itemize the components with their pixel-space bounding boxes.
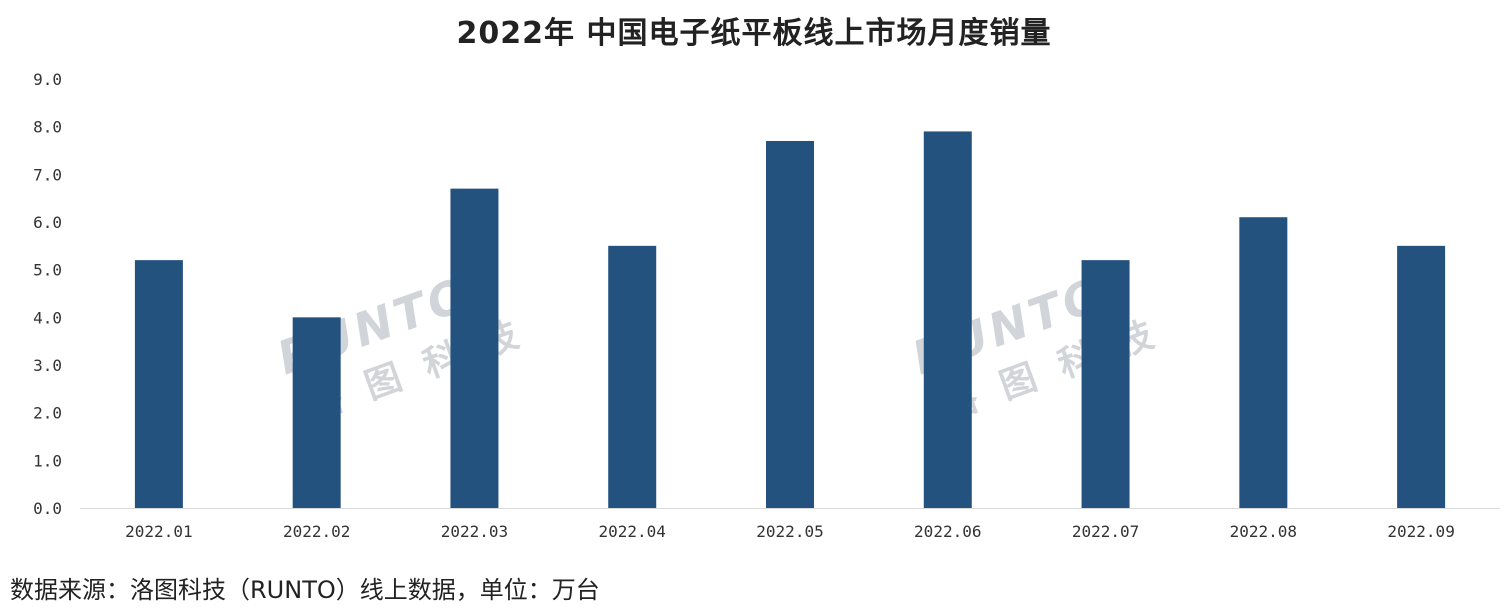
y-tick-label: 0.0 <box>33 499 62 518</box>
x-tick-label: 2022.07 <box>1072 522 1139 541</box>
bar <box>923 131 972 508</box>
bars <box>134 131 1446 509</box>
x-tick-label: 2022.03 <box>441 522 508 541</box>
x-tick-label: 2022.01 <box>125 522 192 541</box>
x-tick-label: 2022.05 <box>756 522 823 541</box>
y-tick-label: 2.0 <box>33 404 62 423</box>
y-tick-label: 6.0 <box>33 213 62 232</box>
bar <box>1397 245 1446 509</box>
x-tick-label: 2022.08 <box>1230 522 1297 541</box>
y-tick-label: 1.0 <box>33 451 62 470</box>
bar <box>450 188 499 508</box>
y-tick-label: 5.0 <box>33 261 62 280</box>
source-note: 数据来源：洛图科技（RUNTO）线上数据，单位：万台 <box>10 576 600 604</box>
bar <box>134 260 183 508</box>
y-tick-label: 9.0 <box>33 70 62 89</box>
y-tick-label: 8.0 <box>33 118 62 137</box>
x-tick-label: 2022.06 <box>914 522 981 541</box>
x-tick-label: 2022.02 <box>283 522 350 541</box>
y-tick-label: 3.0 <box>33 356 62 375</box>
bar <box>1081 260 1130 508</box>
x-axis-ticks: 2022.01 2022.02 2022.03 2022.04 2022.05 2022.… <box>125 522 1455 541</box>
bar <box>292 317 341 508</box>
x-tick-label: 2022.09 <box>1387 522 1454 541</box>
y-axis-ticks: 0.0 1.0 2.0 3.0 4.0 5.0 6.0 7.0 8.0 9.0 <box>33 70 62 518</box>
chart-title: 2022年 中国电子纸平板线上市场月度销量 <box>456 16 1052 51</box>
bar <box>766 140 814 508</box>
x-tick-label: 2022.04 <box>599 522 666 541</box>
y-tick-label: 7.0 <box>33 165 62 184</box>
bar <box>608 245 657 509</box>
y-tick-label: 4.0 <box>33 308 62 327</box>
bar <box>1239 217 1288 508</box>
